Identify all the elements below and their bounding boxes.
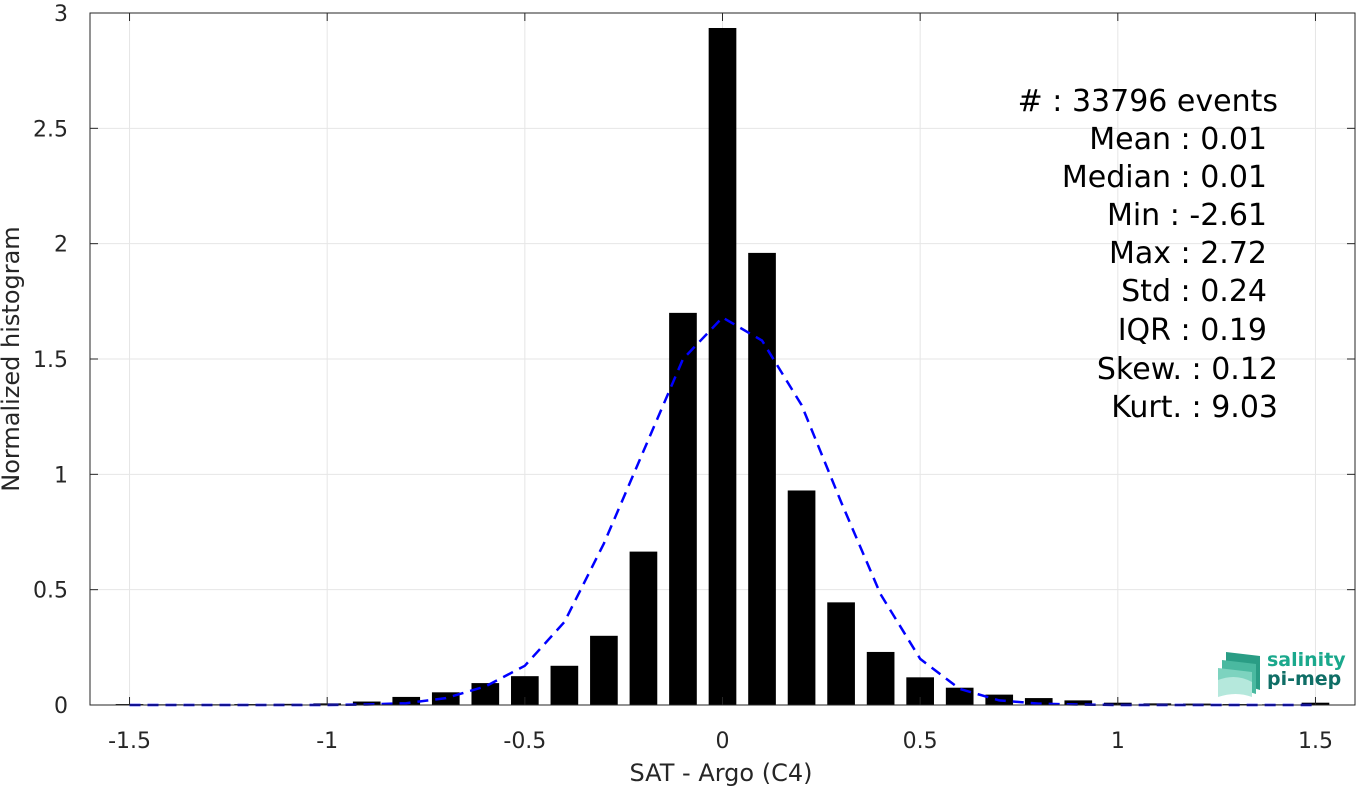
stats-skew: Skew. : 0.12 (1097, 352, 1278, 387)
y-tick-label: 3 (54, 2, 68, 27)
histogram-bar (866, 651, 895, 705)
histogram-bar (629, 551, 658, 705)
x-tick-label: -1 (316, 729, 338, 754)
histogram-bar (748, 252, 776, 706)
y-tick-label: 0 (54, 694, 68, 719)
logo-salinity-text: salinity (1267, 649, 1346, 671)
x-tick-label: 1.5 (1298, 729, 1333, 754)
histogram-bar (471, 683, 500, 705)
y-tick-label: 1.5 (33, 348, 68, 373)
salinity-pi-mep-logo: salinity pi-mep (1218, 649, 1346, 697)
x-tick-label: -1.5 (108, 729, 151, 754)
stats-median: Median : 0.01 (1062, 160, 1267, 195)
stats-max: Max : 2.72 (1109, 236, 1267, 271)
histogram-bar (273, 703, 302, 705)
y-axis-label: Normalized histogram (0, 226, 25, 491)
histogram-bar (827, 602, 855, 705)
histogram-bar (550, 665, 579, 705)
stats-std: Std : 0.24 (1121, 274, 1267, 309)
logo-pi-mep-text: pi-mep (1267, 668, 1341, 690)
histogram-bar (945, 687, 974, 705)
stats-iqr: IQR : 0.19 (1118, 313, 1267, 348)
stats-kurt: Kurt. : 9.03 (1111, 390, 1278, 425)
y-axis-ticks: 0 0.5 1 1.5 2 2.5 3 (33, 2, 1355, 719)
y-tick-label: 0.5 (33, 579, 68, 604)
y-tick-label: 2 (54, 233, 68, 258)
histogram-bar (1024, 698, 1053, 705)
histogram-bar (392, 696, 421, 705)
histogram-bar (787, 490, 816, 705)
stats-mean: Mean : 0.01 (1089, 122, 1267, 157)
x-axis-label: SAT - Argo (C4) (630, 759, 813, 787)
histogram-bar (669, 312, 697, 705)
histogram-bars (115, 27, 1330, 706)
histogram-bar (708, 27, 737, 705)
histogram-bar (590, 635, 618, 705)
y-tick-label: 1 (54, 463, 68, 488)
stats-annotation: # : 33796 events Mean : 0.01 Median : 0.… (1018, 84, 1278, 425)
x-axis-ticks: -1.5 -1 -0.5 0 0.5 1 1.5 (108, 13, 1333, 754)
x-tick-label: 0.5 (903, 729, 938, 754)
stats-events: # : 33796 events (1018, 84, 1278, 119)
x-tick-label: 1 (1111, 729, 1125, 754)
x-tick-label: -0.5 (503, 729, 546, 754)
y-tick-label: 2.5 (33, 117, 68, 142)
wave-layers-icon (1218, 652, 1260, 697)
x-tick-label: 0 (716, 729, 730, 754)
histogram-bar (1064, 700, 1093, 705)
stats-min: Min : -2.61 (1107, 198, 1267, 233)
